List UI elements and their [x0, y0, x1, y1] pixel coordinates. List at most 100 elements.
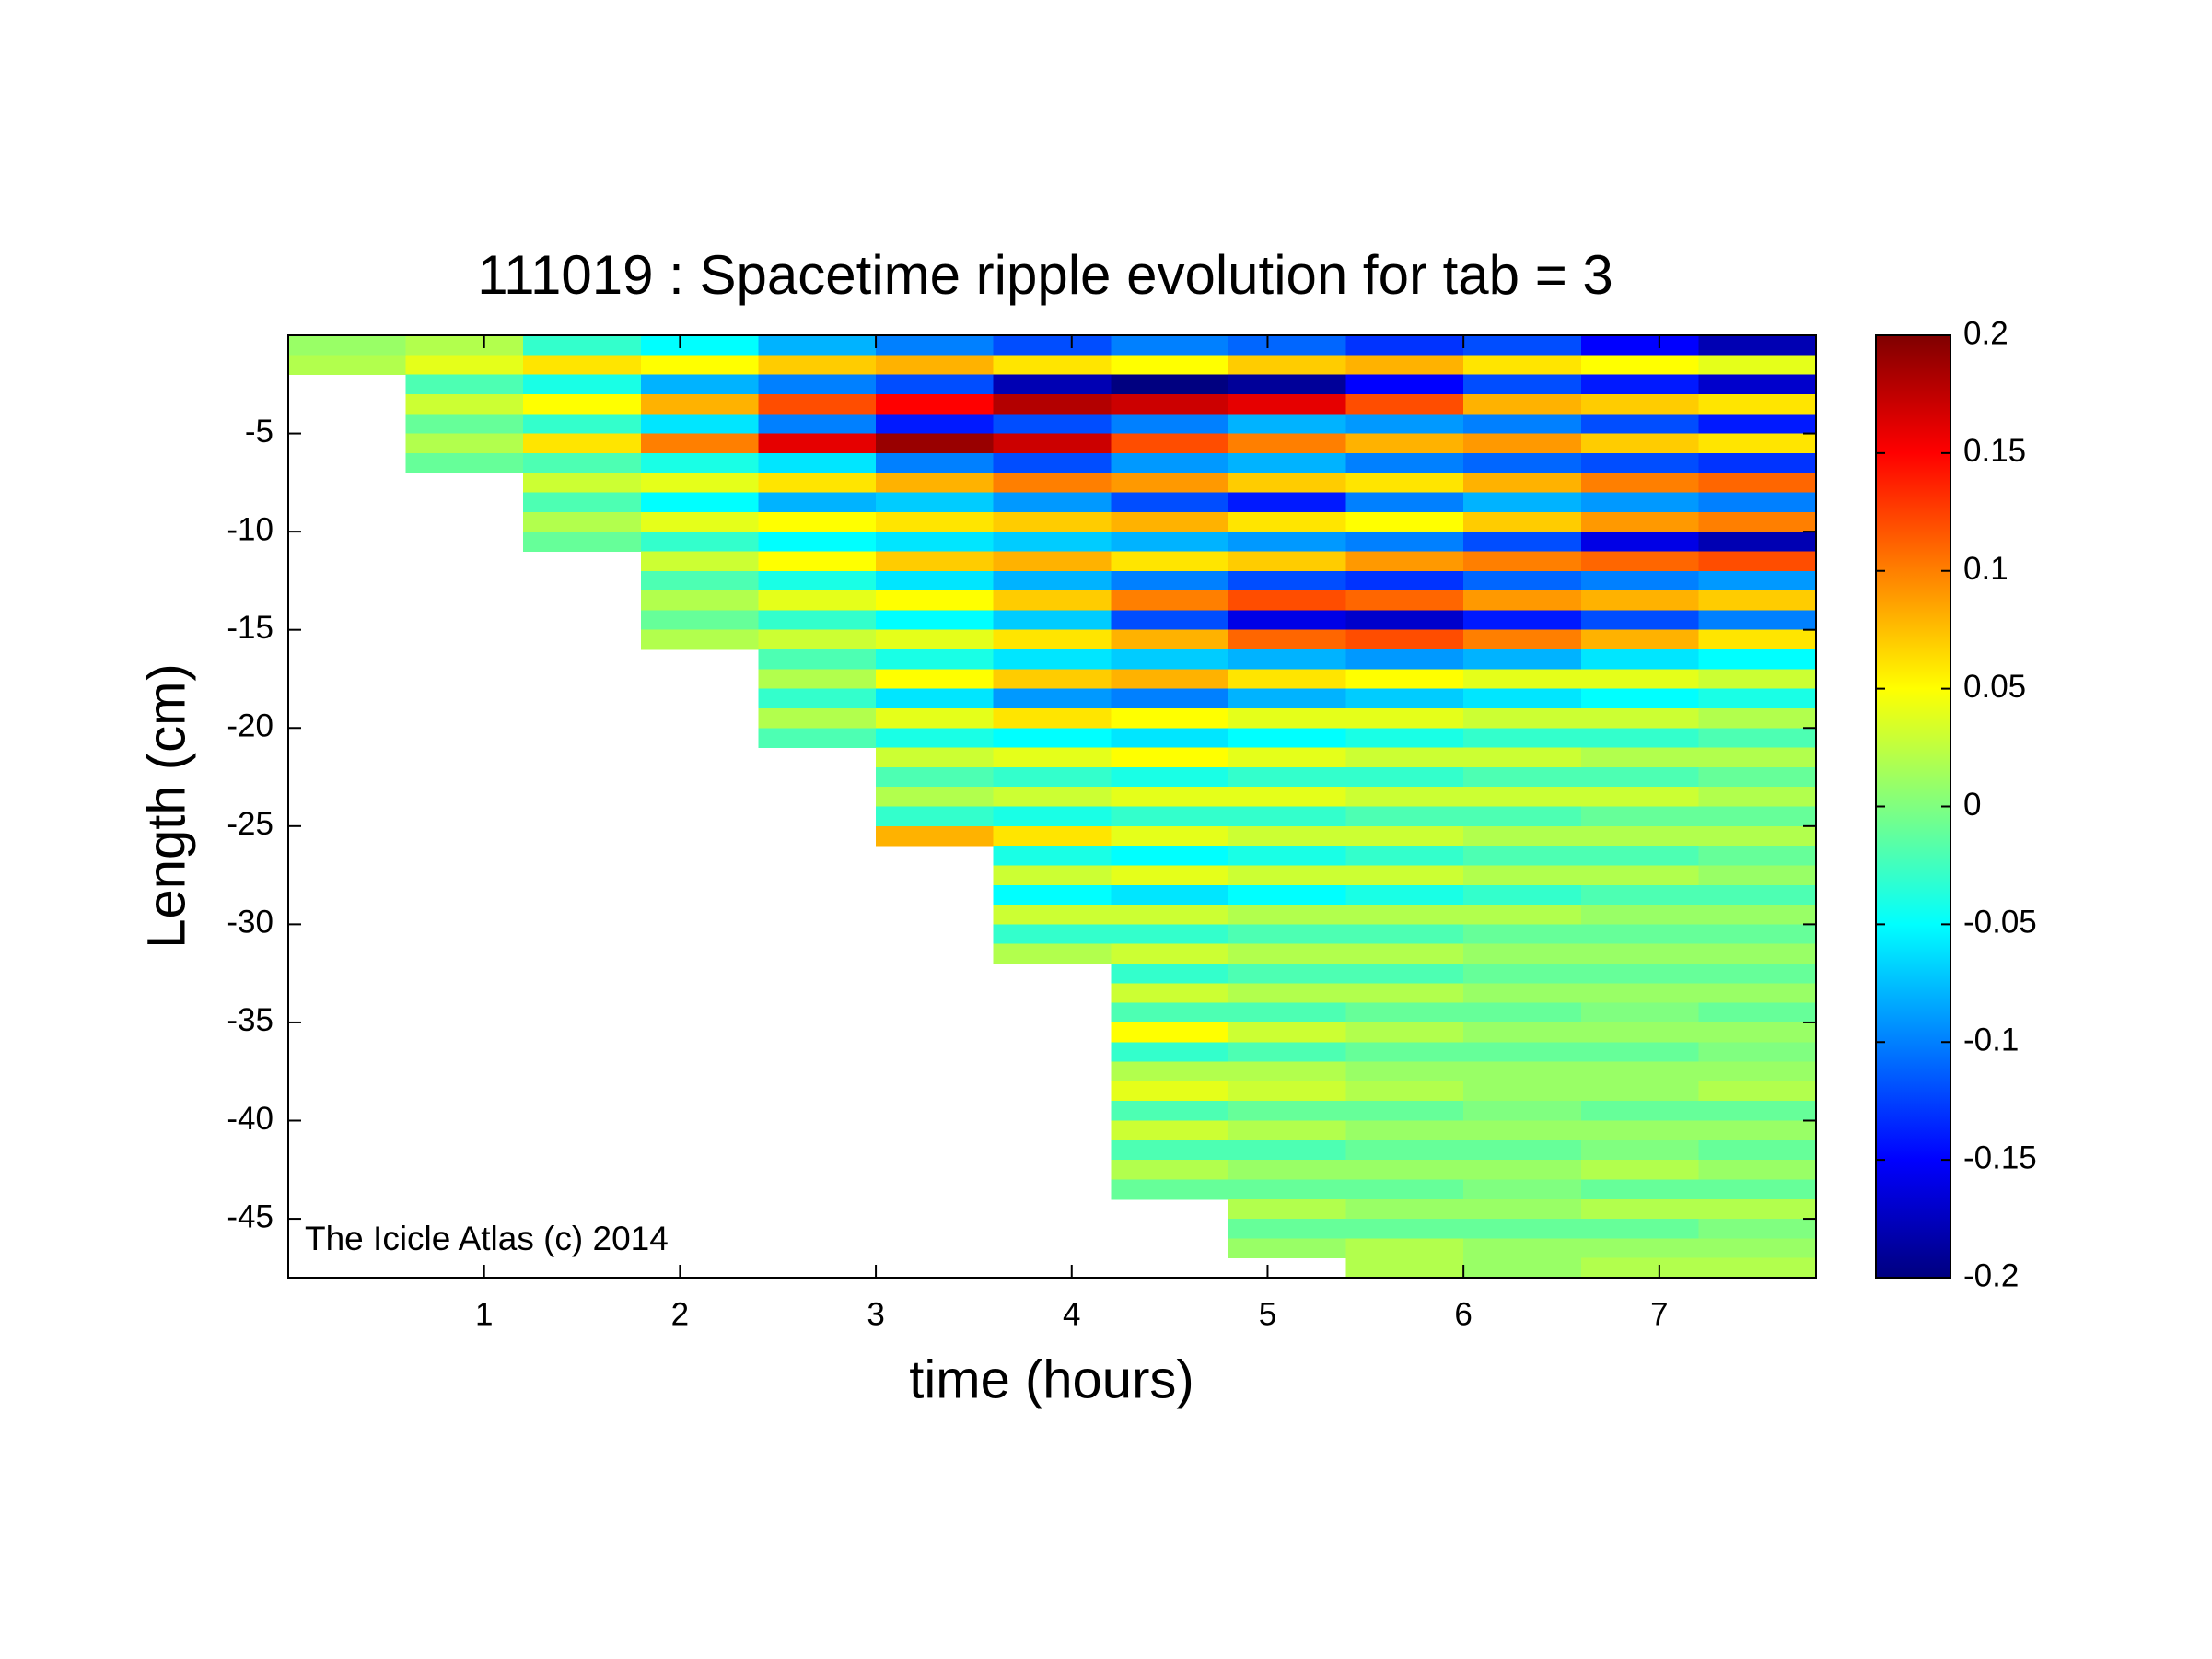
heatmap-cell	[1580, 649, 1699, 670]
heatmap-cell	[1698, 884, 1817, 905]
heatmap-cell	[1580, 511, 1699, 532]
heatmap-cell	[1111, 1179, 1229, 1200]
heatmap-cell	[1345, 1022, 1464, 1043]
heatmap-cell	[993, 649, 1112, 670]
heatmap-cell	[1580, 669, 1699, 690]
y-axis-label: Length (cm)	[136, 663, 196, 948]
heatmap-cell	[1698, 766, 1817, 788]
heatmap-cell	[1228, 688, 1347, 709]
heatmap-cell	[1580, 1139, 1699, 1161]
heatmap-cell	[758, 374, 877, 395]
heatmap-cell	[993, 570, 1112, 591]
heatmap-cell	[640, 393, 759, 415]
heatmap-cell	[640, 355, 759, 376]
heatmap-cell	[1228, 1179, 1347, 1200]
heatmap-cell	[1228, 1081, 1347, 1102]
heatmap-cell	[640, 452, 759, 473]
heatmap-cell	[1345, 374, 1464, 395]
x-axis-label: time (hours)	[909, 1349, 1193, 1409]
heatmap-cell	[1580, 1101, 1699, 1121]
heatmap-cell	[1228, 414, 1347, 435]
heatmap-cell	[1463, 473, 1582, 493]
heatmap-cell	[1228, 393, 1347, 415]
heatmap-cell	[1111, 1042, 1229, 1063]
heatmap-cell	[876, 806, 995, 827]
heatmap-cell	[1228, 787, 1347, 807]
heatmap-cell	[1345, 905, 1464, 925]
heatmap-cell	[1345, 414, 1464, 435]
heatmap-cell	[1345, 884, 1464, 905]
heatmap-cell	[1463, 806, 1582, 827]
heatmap-cell	[1698, 1042, 1817, 1063]
y-tick-label: -20	[227, 708, 274, 744]
heatmap-cell	[1345, 1198, 1464, 1220]
heatmap-cell	[1111, 335, 1229, 356]
heatmap-cell	[1580, 1219, 1699, 1239]
heatmap-cell	[523, 374, 642, 395]
heatmap-cell	[1463, 964, 1582, 984]
colorbar-tick-label: -0.2	[1963, 1257, 2019, 1293]
heatmap-cell	[1698, 728, 1817, 749]
heatmap-cell	[1698, 374, 1817, 395]
heatmap-cell	[405, 374, 524, 395]
heatmap-cell	[1228, 766, 1347, 788]
heatmap-cell	[1345, 649, 1464, 670]
heatmap-cell	[758, 511, 877, 532]
heatmap-cell	[1463, 551, 1582, 572]
heatmap-cell	[1345, 669, 1464, 690]
annotation: The Icicle Atlas (c) 2014	[305, 1220, 669, 1257]
heatmap-cell	[1111, 414, 1229, 435]
heatmap-cell	[758, 570, 877, 591]
heatmap-cell	[1580, 846, 1699, 866]
heatmap-cell	[523, 433, 642, 454]
heatmap-cell	[1698, 924, 1817, 945]
heatmap-cell	[1111, 1120, 1229, 1141]
heatmap-cell	[876, 629, 995, 650]
heatmap-cell	[1580, 414, 1699, 435]
heatmap-cell	[1228, 1042, 1347, 1063]
heatmap-cell	[1228, 669, 1347, 690]
heatmap-cell	[1345, 473, 1464, 493]
heatmap-cell	[876, 393, 995, 415]
heatmap-cell	[1463, 570, 1582, 591]
heatmap-cell	[1228, 1022, 1347, 1043]
y-tick-label: -5	[245, 414, 274, 450]
heatmap-cell	[993, 707, 1112, 729]
heatmap-cell	[1345, 551, 1464, 572]
heatmap-cell	[1228, 825, 1347, 847]
y-tick-label: -40	[227, 1101, 274, 1137]
heatmap-cell	[993, 433, 1112, 454]
heatmap-cell	[1345, 806, 1464, 827]
heatmap-cell	[1111, 1022, 1229, 1043]
heatmap-cell	[1580, 374, 1699, 395]
heatmap-cell	[523, 335, 642, 356]
heatmap-cell	[1698, 964, 1817, 984]
heatmap-cell	[1463, 865, 1582, 886]
heatmap-cell	[1698, 1081, 1817, 1102]
heatmap-cell	[1228, 884, 1347, 905]
heatmap-cell	[1463, 707, 1582, 729]
heatmap-cell	[1698, 1002, 1817, 1023]
heatmap-cell	[1228, 629, 1347, 650]
heatmap-cell	[1111, 964, 1229, 984]
y-tick-label: -35	[227, 1002, 274, 1038]
heatmap-cell	[993, 825, 1112, 847]
heatmap-cell	[993, 747, 1112, 768]
heatmap-cell	[1228, 1101, 1347, 1121]
heatmap-cell	[1463, 846, 1582, 866]
heatmap-cell	[1698, 610, 1817, 631]
heatmap-cell	[1698, 846, 1817, 866]
heatmap-cell	[1228, 511, 1347, 532]
heatmap-cell	[876, 825, 995, 847]
heatmap-cell	[1345, 1160, 1464, 1180]
heatmap-cell	[523, 492, 642, 513]
heatmap-cell	[1228, 865, 1347, 886]
heatmap-cell	[1463, 766, 1582, 788]
heatmap-cell	[1463, 629, 1582, 650]
heatmap-cell	[1580, 747, 1699, 768]
heatmap-cell	[1580, 335, 1699, 356]
heatmap-cell	[758, 688, 877, 709]
heatmap-cell	[640, 335, 759, 356]
heatmap-cell	[1345, 943, 1464, 964]
heatmap-cell	[1580, 1257, 1699, 1279]
